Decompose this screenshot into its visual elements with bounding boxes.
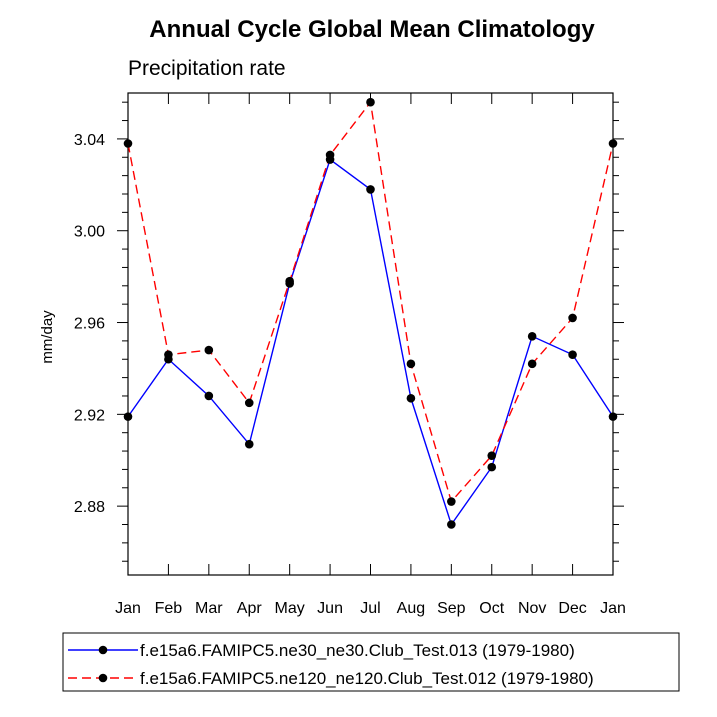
data-point-series-2 bbox=[204, 345, 214, 355]
data-point-series-2 bbox=[568, 313, 577, 323]
data-point-series-1 bbox=[568, 350, 577, 359]
legend: f.e15a6.FAMIPC5.ne30_ne30.Club_Test.013 … bbox=[68, 641, 594, 688]
y-tick-label: 2.96 bbox=[74, 316, 105, 333]
x-tick-label: Aug bbox=[397, 600, 425, 617]
data-point-series-1 bbox=[366, 185, 375, 194]
data-point-series-2 bbox=[406, 359, 416, 369]
data-point-series-2 bbox=[325, 150, 335, 160]
data-point-series-2 bbox=[608, 139, 618, 148]
series-line-1 bbox=[127, 158, 614, 527]
chart-title: Annual Cycle Global Mean Climatology bbox=[149, 16, 595, 43]
x-tick-labels: Jan Feb Mar Apr May Jun Jul Aug Sep Oct Nov Dec Jan bbox=[115, 600, 626, 617]
series-line-2 bbox=[127, 100, 614, 503]
data-point-series-2 bbox=[447, 497, 456, 506]
legend-box bbox=[62, 632, 680, 692]
y-tick-label: 2.92 bbox=[74, 407, 105, 424]
series-lines bbox=[127, 100, 614, 527]
series-points bbox=[123, 97, 618, 529]
y-axis-label: mm/day bbox=[39, 310, 56, 364]
chart-subtitle: Precipitation rate bbox=[128, 57, 286, 80]
x-tick-label: Mar bbox=[195, 600, 223, 617]
y-tick-labels: 2.88 2.92 2.96 3.00 3.04 bbox=[74, 132, 105, 516]
x-tick-label: Jul bbox=[360, 600, 380, 617]
data-point-series-1 bbox=[123, 412, 133, 421]
x-tick-label: Dec bbox=[558, 600, 586, 617]
x-tick-label: Sep bbox=[437, 600, 466, 617]
x-tick-label: Jan bbox=[115, 600, 141, 617]
x-tick-label: Jan bbox=[600, 600, 626, 617]
legend-label-2: f.e15a6.FAMIPC5.ne120_ne120.Club_Test.01… bbox=[140, 669, 594, 688]
x-tick-label: Oct bbox=[479, 600, 504, 617]
legend-label-1: f.e15a6.FAMIPC5.ne30_ne30.Club_Test.013 … bbox=[140, 641, 575, 660]
data-point-series-1 bbox=[204, 391, 214, 401]
y-tick-label: 3.04 bbox=[74, 132, 105, 149]
data-point-series-1 bbox=[447, 520, 456, 529]
y-tick-label: 3.00 bbox=[74, 224, 105, 241]
data-point-series-1 bbox=[608, 412, 618, 421]
data-point-series-2 bbox=[244, 398, 254, 408]
data-point-series-1 bbox=[244, 439, 254, 449]
data-point-series-2 bbox=[527, 359, 537, 369]
data-point-series-2 bbox=[123, 139, 133, 148]
data-point-series-2 bbox=[164, 350, 173, 359]
data-point-series-2 bbox=[366, 97, 375, 107]
x-tick-label: Apr bbox=[237, 600, 263, 617]
legend-marker-1 bbox=[98, 645, 108, 655]
legend-marker-2 bbox=[98, 673, 108, 683]
data-point-series-2 bbox=[487, 451, 497, 460]
data-point-series-1 bbox=[406, 393, 416, 403]
x-tick-label: Nov bbox=[518, 600, 546, 617]
data-point-series-2 bbox=[285, 276, 294, 286]
axis-ticks bbox=[117, 93, 624, 575]
x-tick-label: May bbox=[275, 600, 305, 617]
plot-frame bbox=[127, 92, 614, 576]
y-tick-label: 2.88 bbox=[74, 499, 105, 516]
x-tick-label: Feb bbox=[155, 600, 183, 617]
data-point-series-1 bbox=[527, 331, 537, 341]
data-point-series-1 bbox=[487, 462, 497, 472]
x-tick-label: Jun bbox=[317, 600, 343, 617]
